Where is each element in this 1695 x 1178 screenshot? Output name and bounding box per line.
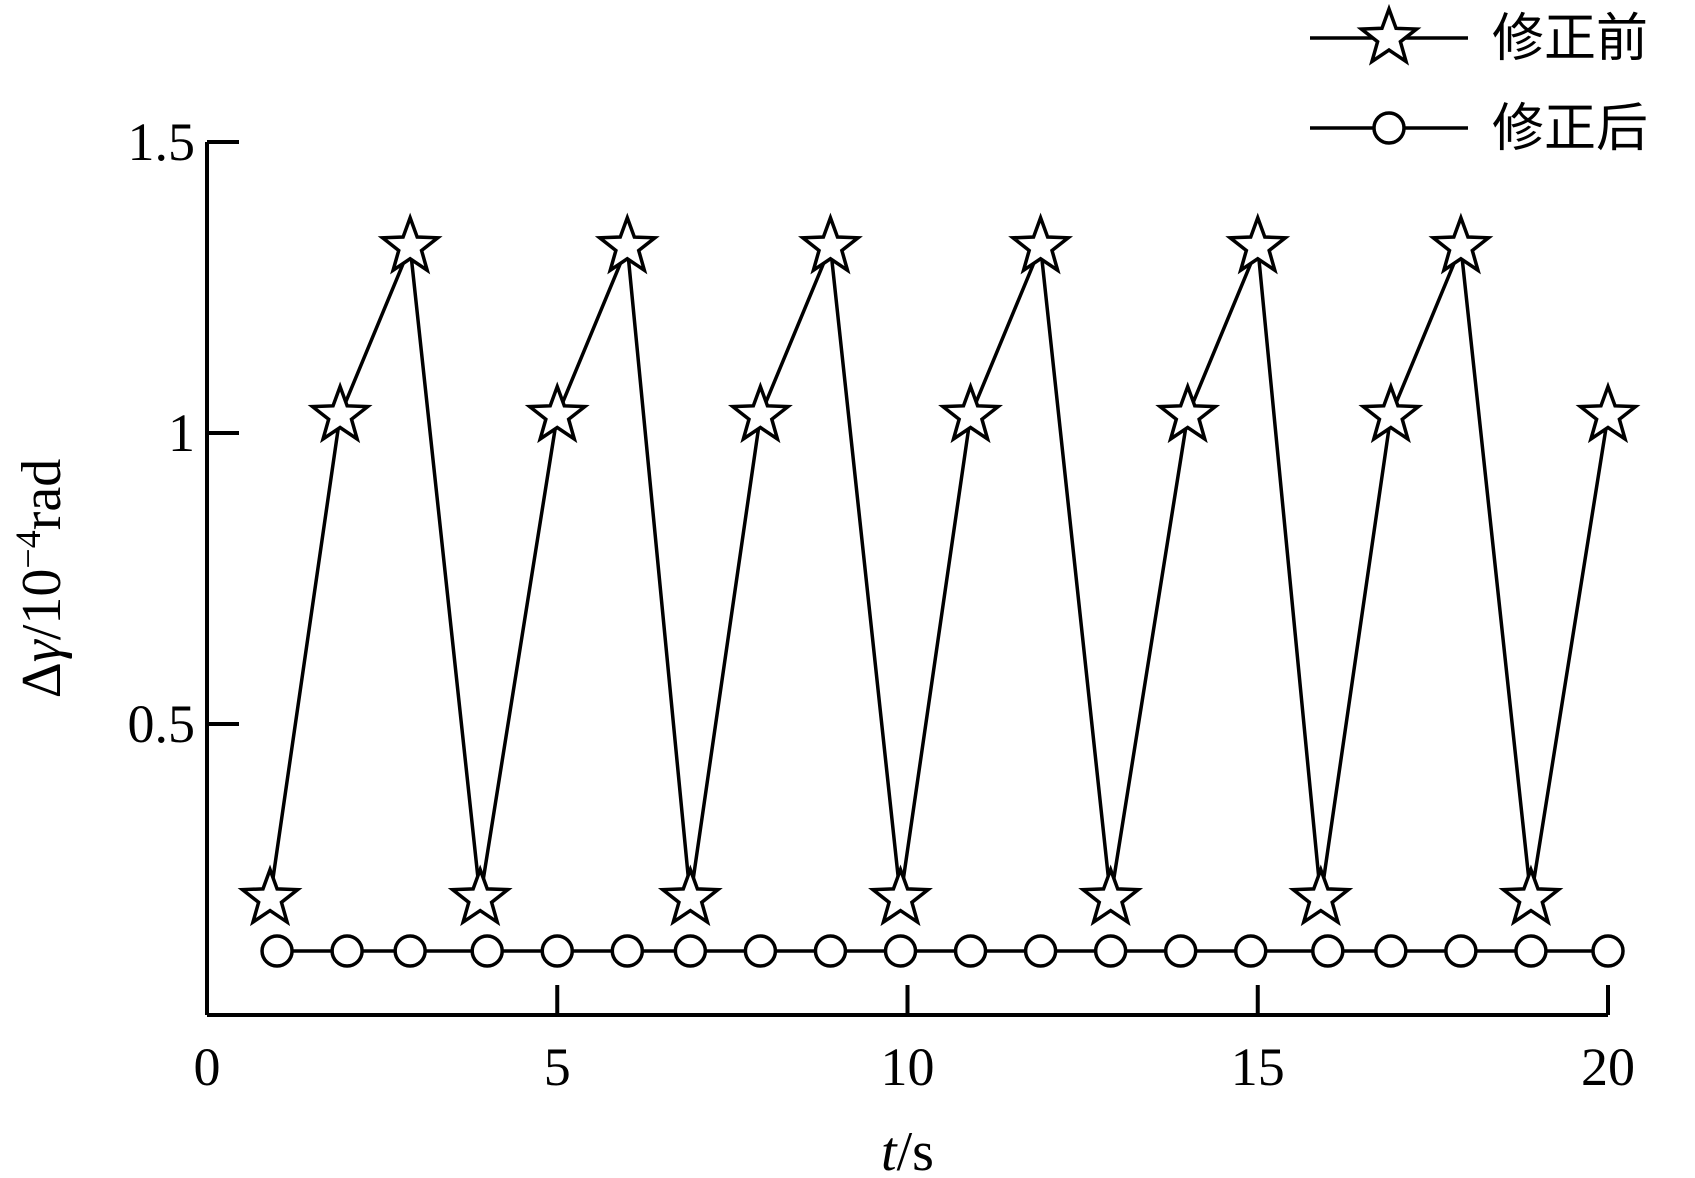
data-point-star — [727, 381, 793, 444]
y-tick-label: 1 — [168, 403, 195, 463]
data-point-circle — [470, 934, 504, 968]
series-circle — [260, 934, 1625, 968]
data-point-circle — [743, 934, 778, 968]
data-point-circle — [1233, 934, 1268, 968]
x-axis-title: t/s — [881, 1121, 934, 1178]
ticks: 0 5 10 15 20 0.5 1 1.5 — [128, 112, 1636, 1097]
data-point-star — [1498, 864, 1564, 927]
y-axis-title: Δγ/10−4rad — [8, 459, 73, 698]
data-point-star — [524, 381, 590, 444]
legend-marker-star — [1356, 3, 1422, 66]
data-point-circle — [1444, 934, 1478, 968]
data-point-circle — [330, 934, 364, 968]
y-axis-title-scale: /10 — [11, 569, 73, 641]
data-point-star — [1008, 212, 1074, 275]
data-point-star — [1225, 212, 1291, 275]
data-point-star — [1358, 381, 1424, 444]
x-tick-label: 0 — [194, 1037, 221, 1097]
data-point-circle — [953, 934, 988, 968]
y-axis-title-unit: rad — [11, 459, 73, 531]
x-tick-label: 20 — [1581, 1037, 1635, 1097]
x-axis-title-unit: /s — [897, 1121, 934, 1178]
legend-entry: 修正前 — [1310, 3, 1648, 69]
legend-label: 修正前 — [1492, 9, 1648, 69]
y-axis-title-delta: Δ — [11, 662, 73, 698]
data-point-star — [594, 212, 660, 275]
legend-marker-circle — [1372, 111, 1406, 145]
data-point-star — [798, 212, 863, 275]
data-point-circle — [1093, 934, 1128, 968]
y-tick-label: 1.5 — [128, 112, 196, 172]
x-tick-label: 15 — [1231, 1037, 1285, 1097]
data-point-star — [447, 864, 513, 927]
data-point-star — [1575, 381, 1641, 444]
data-point-circle — [1374, 934, 1408, 968]
data-point-circle — [883, 934, 918, 968]
y-axis-title-gamma: γ — [11, 638, 73, 662]
data-point-star — [868, 864, 933, 927]
data-point-circle — [1311, 934, 1345, 968]
series-layer — [237, 212, 1641, 968]
data-point-circle — [1023, 934, 1058, 968]
data-point-circle — [1163, 934, 1198, 968]
data-point-star — [237, 864, 303, 927]
data-point-star — [1078, 864, 1144, 927]
data-point-star — [307, 381, 373, 444]
data-point-circle — [260, 934, 294, 968]
x-tick-label: 5 — [544, 1037, 571, 1097]
data-point-circle — [393, 934, 427, 968]
x-axis-title-var: t — [881, 1121, 898, 1178]
data-point-star — [1288, 864, 1354, 927]
data-point-star — [377, 212, 443, 275]
data-point-star — [1155, 381, 1221, 444]
y-tick-label: 0.5 — [128, 694, 196, 754]
data-point-circle — [813, 934, 848, 968]
data-point-circle — [1591, 934, 1625, 968]
data-point-circle — [673, 934, 708, 968]
y-axis-title-exponent: −4 — [8, 530, 48, 568]
legend-label: 修正后 — [1492, 99, 1648, 159]
data-point-star — [938, 381, 1003, 444]
data-point-star — [1428, 212, 1494, 275]
data-point-circle — [610, 934, 645, 968]
x-tick-label: 10 — [881, 1037, 935, 1097]
series-star — [237, 212, 1641, 927]
legend-entry: 修正后 — [1310, 99, 1648, 159]
data-point-circle — [540, 934, 574, 968]
data-point-star — [657, 864, 723, 927]
series-line — [268, 246, 1610, 899]
data-point-circle — [1514, 934, 1548, 968]
